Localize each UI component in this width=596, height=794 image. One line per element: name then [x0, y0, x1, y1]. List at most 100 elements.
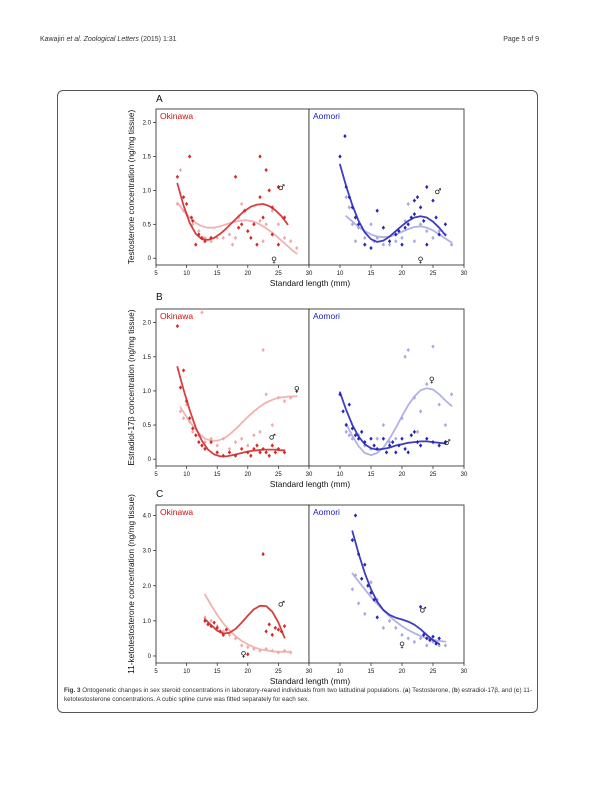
data-point-male [369, 245, 373, 251]
data-point-female [197, 228, 201, 234]
data-point-male [353, 433, 358, 438]
data-point-female [258, 218, 262, 224]
y-axis-label: Testosterone concentration (ng/mg tissue… [126, 110, 136, 265]
x-tick-label: 15 [214, 271, 221, 277]
plot-area [308, 504, 465, 664]
data-point-female [276, 395, 281, 400]
caption-panel-letter: a [404, 687, 409, 694]
data-point-female [295, 245, 299, 251]
panel-letter: B [156, 292, 163, 303]
data-point-male [267, 453, 271, 458]
data-point-male [246, 228, 250, 234]
data-point-male [375, 446, 379, 452]
data-point-male [209, 440, 213, 445]
data-point-male [255, 242, 259, 247]
data-point-male [187, 154, 192, 159]
data-point-male [267, 622, 271, 627]
data-point-female [394, 239, 398, 244]
data-point-female [406, 347, 410, 353]
data-point-male [239, 446, 244, 452]
data-point-male [270, 443, 274, 448]
subplot-aomori: Aomori 10 15 20 25 30 ♀ ♂ [308, 308, 468, 478]
data-point-male [203, 239, 207, 244]
data-point-female [200, 310, 204, 315]
y-tick-label: 1.0 [143, 389, 152, 395]
subplot-aomori: Aomori 10 15 20 25 30 ♀ ♂ [308, 108, 468, 277]
data-point-female [246, 443, 250, 448]
data-point-female [246, 645, 250, 650]
y-tick-label: 2.0 [143, 321, 152, 327]
data-point-male [434, 215, 438, 220]
male-symbol-label: ♂ [434, 187, 441, 196]
data-point-female [270, 422, 274, 428]
subplot-aomori: Aomori 10 15 20 25 30 ♀ ♂ [308, 504, 468, 675]
data-point-male [197, 232, 201, 237]
data-point-male [394, 232, 398, 237]
data-point-male [282, 215, 287, 220]
data-point-male [206, 622, 210, 627]
y-tick-label: 0 [148, 457, 152, 463]
data-point-male [175, 174, 180, 179]
data-point-male [363, 562, 367, 567]
x-axis-label: Standard length (mm) [270, 676, 350, 686]
data-point-male [360, 576, 364, 581]
data-point-female [276, 650, 281, 655]
data-point-male [437, 636, 441, 641]
data-point-male [400, 436, 404, 441]
data-point-female [425, 381, 429, 387]
data-point-male [233, 453, 238, 458]
spline-curve-female [345, 387, 453, 456]
data-point-male [412, 429, 417, 434]
spline-curve-female [204, 593, 292, 653]
data-point-female [264, 392, 268, 397]
y-tick-label: 1.0 [143, 188, 152, 194]
data-point-male [181, 195, 186, 200]
data-point-female [191, 222, 195, 227]
y-tick-label: 2.0 [143, 584, 152, 590]
data-point-male [282, 624, 287, 629]
data-point-female [239, 436, 244, 441]
data-point-male [391, 440, 395, 445]
data-point-male [425, 242, 429, 247]
data-point-male [356, 436, 361, 441]
data-point-female [347, 433, 351, 438]
data-point-male [347, 402, 351, 407]
data-point-female [258, 429, 262, 434]
data-point-female [252, 646, 256, 652]
data-point-male [276, 242, 281, 247]
data-point-female [347, 205, 351, 210]
data-point-female [227, 232, 232, 237]
spline-curve-male [176, 366, 286, 458]
female-symbol-label: ♀ [294, 385, 300, 394]
data-point-female [381, 625, 386, 630]
plot-area [155, 108, 310, 266]
data-point-female [187, 419, 192, 424]
data-point-male [353, 215, 358, 220]
y-tick-label: 0 [148, 654, 152, 660]
y-axis-label: 11-ketotestosterone concentration (ng/mg… [126, 494, 136, 674]
y-tick-label: 3.0 [143, 549, 152, 555]
x-axis-label: Standard length (mm) [270, 479, 350, 489]
data-point-female [406, 636, 410, 641]
x-tick-label: 25 [430, 271, 437, 277]
data-point-male [350, 538, 355, 543]
data-point-male [243, 208, 247, 213]
data-point-male [406, 450, 410, 455]
y-tick-label: 1.5 [143, 154, 152, 160]
x-tick-label: 15 [368, 271, 375, 277]
male-symbol-label: ♂ [269, 433, 276, 442]
data-point-male [375, 615, 379, 620]
x-tick-label: 10 [337, 472, 344, 478]
data-point-male [350, 205, 355, 210]
data-point-female [369, 580, 373, 585]
spline-curve-male [339, 391, 447, 451]
data-point-male [184, 201, 189, 207]
spline-curve-male [351, 530, 441, 645]
y-tick-label: 4.0 [143, 514, 152, 520]
population-label: Okinawa [160, 311, 193, 321]
x-tick-label: 25 [275, 271, 282, 277]
data-point-male [443, 222, 448, 227]
data-point-male [209, 624, 213, 629]
data-point-male [215, 625, 219, 630]
